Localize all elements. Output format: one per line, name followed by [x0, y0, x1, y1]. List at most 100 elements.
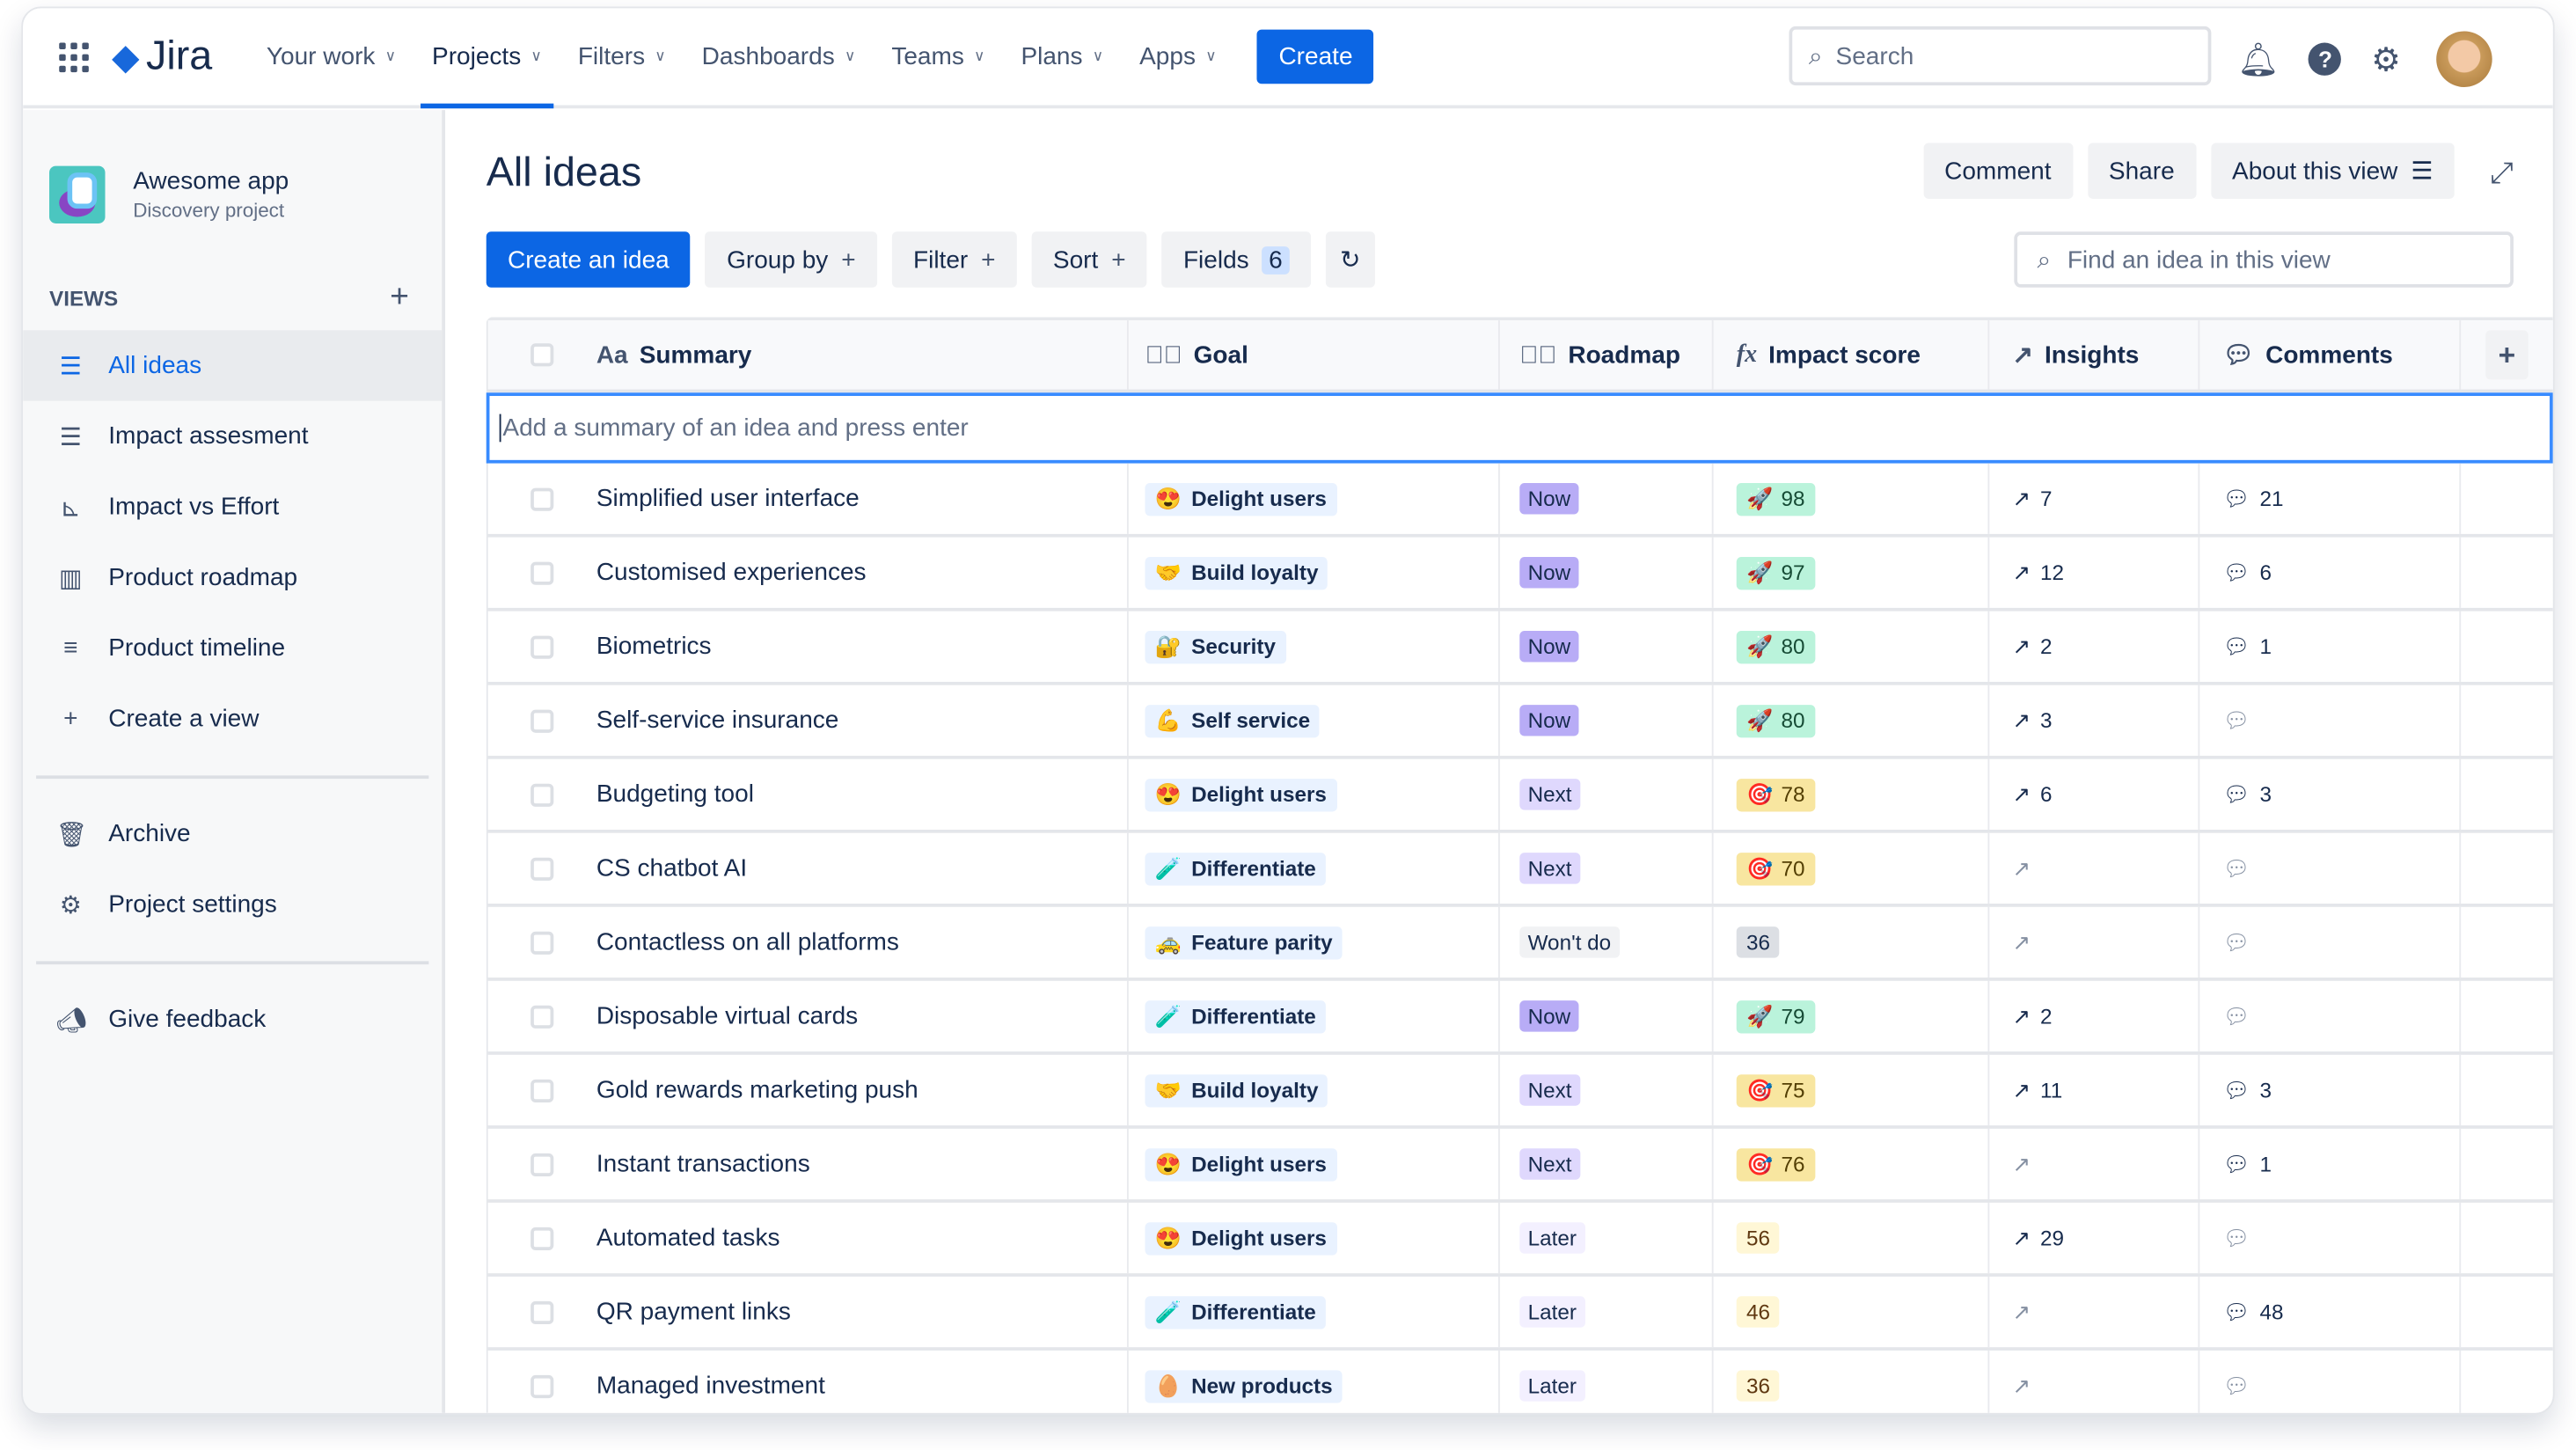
create-idea-button[interactable]: Create an idea — [486, 231, 692, 288]
add-column-button[interactable]: + — [2485, 330, 2528, 380]
comment-button[interactable]: Comment — [1922, 143, 2073, 199]
comments-count[interactable]: 💬︎ 3 — [2222, 1077, 2272, 1102]
column-goal[interactable]: ⌄⃝ Goal — [1129, 320, 1500, 390]
about-view-button[interactable]: About this view ☰ — [2210, 143, 2455, 199]
nav-apps[interactable]: Apps ∨ — [1139, 42, 1217, 71]
fullscreen-expand-icon[interactable]: ⤢ — [2490, 156, 2514, 189]
goal-tag[interactable]: 🔐 Security — [1145, 630, 1286, 663]
find-idea-input[interactable]: ⌕ Find an idea in this view — [2014, 231, 2514, 288]
goal-tag[interactable]: 🧪 Differentiate — [1145, 1000, 1326, 1033]
global-search-input[interactable]: ⌕ Search — [1789, 26, 2212, 86]
comments-count[interactable]: 💬︎ — [2222, 707, 2259, 734]
column-impact-score[interactable]: fx Impact score — [1714, 320, 1990, 390]
summary-cell[interactable]: Budgeting tool — [596, 758, 1129, 830]
table-row[interactable]: Biometrics 🔐 Security Now 🚀 80 ↗ 2 💬︎ 1 — [487, 611, 2553, 685]
row-checkbox[interactable] — [531, 487, 554, 510]
goal-tag[interactable]: 🧪 Differentiate — [1145, 1295, 1326, 1329]
roadmap-badge[interactable]: Now — [1519, 631, 1579, 663]
row-checkbox[interactable] — [531, 708, 554, 732]
column-summary[interactable]: Aa Summary — [596, 320, 1129, 390]
insights-count[interactable]: ↗ 7 — [2012, 485, 2053, 511]
share-button[interactable]: Share — [2087, 143, 2196, 199]
sort-button[interactable]: Sort + — [1031, 231, 1147, 288]
summary-cell[interactable]: Automated tasks — [596, 1202, 1129, 1274]
summary-cell[interactable]: Self-service insurance — [596, 685, 1129, 756]
comments-count[interactable]: 💬︎ 1 — [2222, 633, 2272, 659]
settings-gear-icon[interactable]: ⚙ — [2371, 41, 2401, 78]
row-checkbox[interactable] — [531, 1226, 554, 1250]
comments-count[interactable]: 💬︎ 6 — [2222, 559, 2272, 585]
row-checkbox[interactable] — [531, 856, 554, 880]
column-insights[interactable]: ↗ Insights — [1989, 320, 2200, 390]
insights-count[interactable]: ↗ — [2012, 1151, 2040, 1177]
summary-cell[interactable]: Gold rewards marketing push — [596, 1054, 1129, 1126]
jira-logo[interactable]: ◆ Jira — [111, 33, 213, 79]
create-button[interactable]: Create — [1257, 29, 1374, 84]
insights-count[interactable]: ↗ 29 — [2012, 1225, 2065, 1251]
user-avatar[interactable] — [2436, 31, 2493, 87]
table-row[interactable]: QR payment links 🧪 Differentiate Later 46… — [487, 1276, 2553, 1351]
roadmap-badge[interactable]: Later — [1519, 1296, 1585, 1328]
table-row[interactable]: Automated tasks 😍 Delight users Later 56 … — [487, 1202, 2553, 1277]
roadmap-badge[interactable]: Now — [1519, 557, 1579, 589]
summary-cell[interactable]: Instant transactions — [596, 1128, 1129, 1200]
insights-count[interactable]: ↗ — [2012, 929, 2040, 956]
nav-dashboards[interactable]: Dashboards ∨ — [701, 42, 856, 71]
sidebar-item-product-timeline[interactable]: ≡ Product timeline — [23, 613, 442, 684]
nav-your-work[interactable]: Your work ∨ — [266, 42, 396, 71]
goal-tag[interactable]: 🚕 Feature parity — [1145, 926, 1343, 959]
table-row[interactable]: Managed investment 🥚 New products Later 3… — [488, 1350, 2553, 1413]
comments-count[interactable]: 💬︎ — [2222, 929, 2259, 956]
nav-teams[interactable]: Teams ∨ — [891, 42, 985, 71]
goal-tag[interactable]: 🤝 Build loyalty — [1145, 556, 1328, 590]
project-header[interactable]: Awesome app Discovery project — [49, 165, 442, 223]
row-checkbox[interactable] — [531, 1078, 554, 1102]
table-row[interactable]: Budgeting tool 😍 Delight users Next 🎯 78 ↗… — [487, 758, 2553, 833]
column-roadmap[interactable]: ⌄⃝ Roadmap — [1500, 320, 1714, 390]
insights-count[interactable]: ↗ 2 — [2012, 1002, 2053, 1029]
comments-count[interactable]: 💬︎ 48 — [2222, 1299, 2284, 1325]
comments-count[interactable]: 💬︎ — [2222, 1373, 2259, 1399]
auto-arrange-icon[interactable]: ↻ — [1325, 231, 1376, 288]
add-idea-input[interactable]: Add a summary of an idea and press enter — [486, 392, 2553, 464]
comments-count[interactable]: 💬︎ — [2222, 1003, 2259, 1029]
table-row[interactable]: Disposable virtual cards 🧪 Differentiate … — [487, 980, 2553, 1055]
row-checkbox[interactable] — [531, 782, 554, 806]
insights-count[interactable]: ↗ — [2012, 855, 2040, 882]
nav-plans[interactable]: Plans ∨ — [1021, 42, 1104, 71]
roadmap-badge[interactable]: Now — [1519, 1000, 1579, 1032]
nav-projects[interactable]: Projects ∨ — [414, 8, 560, 109]
row-checkbox[interactable] — [531, 1373, 554, 1398]
summary-cell[interactable]: CS chatbot AI — [596, 832, 1129, 904]
comments-count[interactable]: 💬︎ 21 — [2222, 485, 2284, 511]
notifications-icon[interactable]: 🔔︎ — [2237, 41, 2280, 78]
summary-cell[interactable]: Simplified user interface — [596, 463, 1129, 534]
sidebar-item-project-settings[interactable]: ⚙ Project settings — [23, 869, 442, 940]
sidebar-item-all-ideas[interactable]: ☰ All ideas — [23, 330, 443, 401]
sidebar-item-archive[interactable]: 🗑︎ Archive — [55, 819, 191, 849]
roadmap-badge[interactable]: Next — [1519, 1074, 1580, 1106]
row-checkbox[interactable] — [531, 1152, 554, 1176]
goal-tag[interactable]: 😍 Delight users — [1145, 778, 1337, 811]
comments-count[interactable]: 💬︎ 1 — [2222, 1151, 2272, 1176]
goal-tag[interactable]: 🤝 Build loyalty — [1145, 1073, 1328, 1107]
table-row[interactable]: Instant transactions 😍 Delight users Next… — [487, 1128, 2553, 1203]
help-icon[interactable]: ? — [2309, 42, 2342, 76]
insights-count[interactable]: ↗ — [2012, 1299, 2040, 1325]
row-checkbox[interactable] — [531, 930, 554, 954]
insights-count[interactable]: ↗ — [2012, 1373, 2040, 1399]
summary-cell[interactable]: Managed investment — [596, 1350, 1129, 1413]
sidebar-item-create-a-view[interactable]: + Create a view — [23, 684, 442, 754]
row-checkbox[interactable] — [531, 560, 554, 584]
column-comments[interactable]: 💬︎ Comments — [2199, 320, 2462, 390]
goal-tag[interactable]: 🧪 Differentiate — [1145, 852, 1326, 885]
insights-count[interactable]: ↗ 2 — [2012, 633, 2053, 659]
roadmap-badge[interactable]: Now — [1519, 482, 1579, 515]
row-checkbox[interactable] — [531, 1004, 554, 1028]
fields-button[interactable]: Fields 6 — [1161, 231, 1311, 288]
sidebar-item-impact-assesment[interactable]: ☰ Impact assesment — [23, 401, 442, 472]
table-row[interactable]: Simplified user interface 😍 Delight users… — [487, 463, 2553, 538]
table-row[interactable]: CS chatbot AI 🧪 Differentiate Next 🎯 70 ↗ … — [487, 832, 2553, 907]
goal-tag[interactable]: 🥚 New products — [1145, 1369, 1343, 1402]
comments-count[interactable]: 💬︎ 3 — [2222, 780, 2272, 807]
